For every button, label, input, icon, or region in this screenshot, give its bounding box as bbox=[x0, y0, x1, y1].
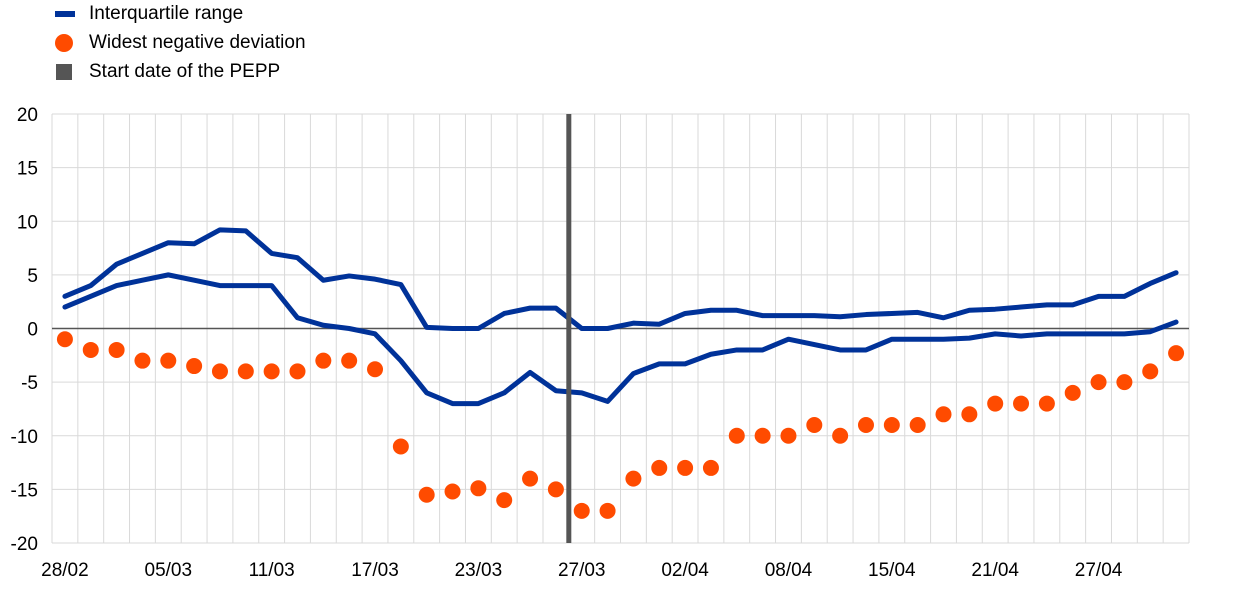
interquartile-line-lower bbox=[62, 272, 1179, 407]
interquartile-line-upper bbox=[62, 227, 1179, 331]
widest-deviation-point bbox=[961, 406, 978, 423]
widest-deviation-point bbox=[418, 486, 435, 503]
y-tick-label: -20 bbox=[11, 534, 38, 555]
widest-deviation-point bbox=[56, 331, 73, 348]
widest-deviation-point bbox=[987, 395, 1004, 412]
legend-swatch-widest bbox=[55, 34, 73, 52]
x-tick-label: 28/02 bbox=[41, 560, 89, 581]
widest-deviation-point bbox=[935, 406, 952, 423]
x-tick-label: 11/03 bbox=[249, 560, 295, 581]
y-tick-label: 0 bbox=[27, 320, 38, 341]
widest-deviation-point bbox=[1116, 374, 1133, 391]
legend-swatch-pepp bbox=[56, 64, 72, 80]
widest-deviation-point bbox=[651, 459, 668, 476]
widest-deviation-point bbox=[237, 363, 254, 380]
widest-deviation-point bbox=[315, 352, 332, 369]
widest-deviation-point bbox=[883, 417, 900, 434]
y-tick-label: 20 bbox=[17, 105, 38, 126]
widest-deviation-point bbox=[832, 427, 849, 444]
legend-label-pepp: Start date of the PEPP bbox=[89, 61, 281, 82]
widest-deviation-point bbox=[1038, 395, 1055, 412]
widest-deviation-point bbox=[909, 417, 926, 434]
y-tick-label: -10 bbox=[11, 427, 38, 448]
widest-deviation-point bbox=[392, 438, 409, 455]
y-tick-label: -5 bbox=[21, 373, 38, 394]
widest-deviation-point bbox=[82, 341, 99, 358]
x-axis-ticks: 28/02 05/03 11/03 17/03 23/03 27/03 02/04 08/04… bbox=[41, 560, 1123, 581]
y-tick-label: 5 bbox=[27, 266, 38, 287]
widest-deviation-point bbox=[211, 363, 228, 380]
widest-deviation-point bbox=[1064, 384, 1081, 401]
widest-deviation-point bbox=[547, 481, 564, 498]
x-tick-label: 05/03 bbox=[145, 560, 193, 581]
widest-deviation-point bbox=[496, 492, 513, 509]
x-tick-label: 15/04 bbox=[868, 560, 916, 581]
x-tick-label: 23/03 bbox=[455, 560, 503, 581]
widest-deviation-point bbox=[289, 363, 306, 380]
widest-deviation-point bbox=[1142, 363, 1159, 380]
x-tick-label: 27/03 bbox=[558, 560, 606, 581]
widest-deviation-point bbox=[341, 352, 358, 369]
widest-deviation-point bbox=[728, 427, 745, 444]
y-tick-label: -15 bbox=[11, 480, 38, 501]
widest-deviation-point bbox=[806, 417, 823, 434]
widest-deviation-point bbox=[444, 483, 461, 500]
y-tick-label: 10 bbox=[17, 212, 38, 233]
widest-deviation-point bbox=[677, 459, 694, 476]
x-tick-label: 17/03 bbox=[351, 560, 399, 581]
legend-label-interquartile: Interquartile range bbox=[89, 3, 244, 24]
widest-deviation-point bbox=[160, 352, 177, 369]
widest-deviation-point bbox=[1013, 395, 1030, 412]
widest-deviation-point bbox=[625, 470, 642, 487]
widest-deviation-point bbox=[263, 363, 280, 380]
widest-deviation-point bbox=[522, 470, 539, 487]
widest-deviation-point bbox=[573, 502, 590, 519]
x-tick-label: 21/04 bbox=[971, 560, 1019, 581]
widest-deviation-point bbox=[367, 361, 384, 378]
widest-deviation-point bbox=[1090, 374, 1107, 391]
legend-swatch-interquartile bbox=[55, 11, 75, 17]
widest-deviation-point bbox=[754, 427, 771, 444]
x-tick-label: 27/04 bbox=[1075, 560, 1123, 581]
widest-deviation-point bbox=[702, 459, 719, 476]
x-tick-label: 02/04 bbox=[661, 560, 709, 581]
series-layer bbox=[56, 227, 1185, 519]
widest-deviation-point bbox=[780, 427, 797, 444]
y-axis-ticks: 20 15 10 5 0 -5 -10 -15 -20 bbox=[11, 105, 38, 555]
widest-deviation-point bbox=[599, 502, 616, 519]
widest-deviation-point bbox=[470, 480, 487, 497]
widest-deviation-point bbox=[186, 358, 203, 375]
widest-deviation-point bbox=[1168, 345, 1185, 362]
widest-deviation-point bbox=[857, 417, 874, 434]
x-tick-label: 08/04 bbox=[765, 560, 813, 581]
widest-deviation-point bbox=[134, 352, 151, 369]
y-tick-label: 15 bbox=[17, 159, 38, 180]
legend-label-widest: Widest negative deviation bbox=[89, 32, 306, 53]
widest-deviation-point bbox=[108, 341, 125, 358]
